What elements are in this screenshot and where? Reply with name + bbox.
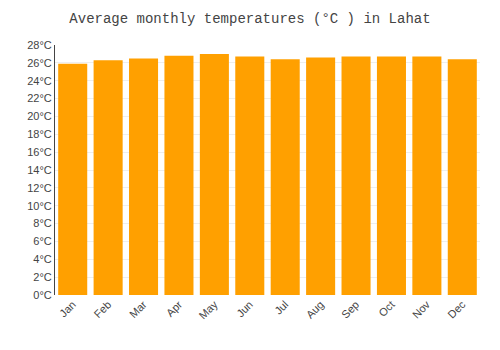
svg-text:6°C: 6°C [33, 235, 52, 247]
svg-text:0°C: 0°C [33, 289, 52, 301]
svg-text:2°C: 2°C [33, 271, 52, 283]
svg-text:Average monthly temperatures (: Average monthly temperatures (°C ) in La… [69, 11, 430, 27]
svg-text:Dec: Dec [445, 298, 468, 321]
svg-text:14°C: 14°C [27, 164, 52, 176]
svg-text:24°C: 24°C [27, 75, 52, 87]
svg-text:26°C: 26°C [27, 57, 52, 69]
svg-text:8°C: 8°C [33, 217, 52, 229]
svg-text:May: May [197, 298, 221, 322]
svg-text:Apr: Apr [164, 298, 185, 319]
svg-text:Jul: Jul [272, 298, 290, 316]
svg-text:Nov: Nov [410, 298, 433, 321]
svg-text:20°C: 20°C [27, 110, 52, 122]
svg-text:12°C: 12°C [27, 182, 52, 194]
svg-text:28°C: 28°C [27, 39, 52, 51]
svg-text:Aug: Aug [304, 298, 326, 320]
svg-text:Oct: Oct [376, 298, 397, 319]
svg-text:4°C: 4°C [33, 253, 52, 265]
svg-text:Jan: Jan [57, 298, 78, 319]
svg-text:Mar: Mar [127, 298, 149, 320]
svg-text:16°C: 16°C [27, 146, 52, 158]
svg-text:Feb: Feb [92, 298, 114, 320]
svg-text:10°C: 10°C [27, 200, 52, 212]
svg-text:Jun: Jun [234, 298, 255, 319]
svg-text:18°C: 18°C [27, 128, 52, 140]
svg-text:22°C: 22°C [27, 92, 52, 104]
svg-text:Sep: Sep [339, 298, 361, 320]
